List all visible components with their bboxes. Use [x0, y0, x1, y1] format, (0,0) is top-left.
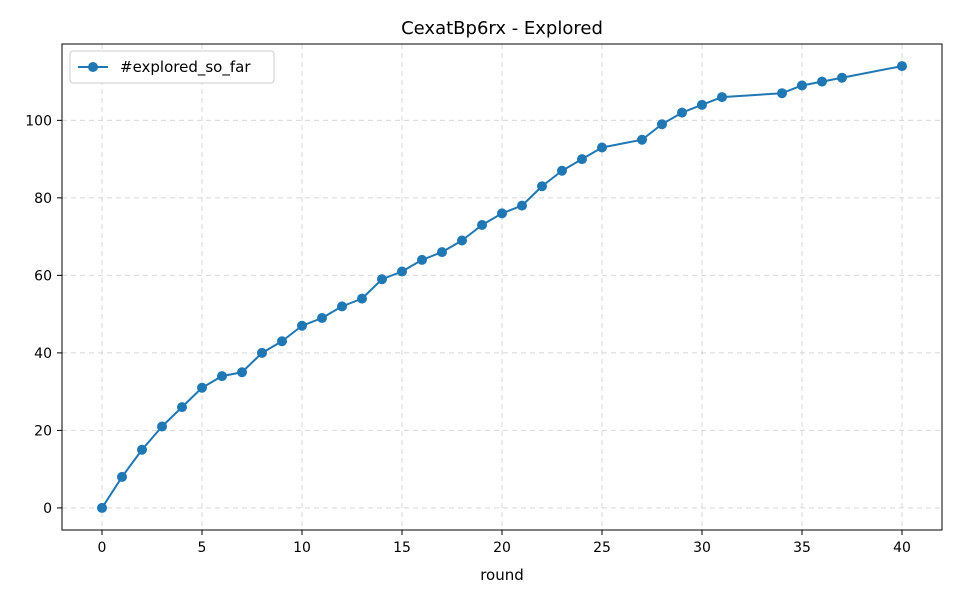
x-tick-label: 25: [593, 540, 611, 556]
data-point: [317, 313, 327, 324]
y-tick-label: 40: [34, 346, 52, 362]
data-point: [377, 274, 387, 285]
data-point: [97, 502, 107, 513]
gridlines: [62, 44, 942, 530]
y-tick-label: 20: [34, 423, 52, 439]
series-layer: [97, 61, 907, 513]
legend-entry-label: #explored_so_far: [120, 58, 251, 77]
x-tick-label: 20: [493, 540, 511, 556]
x-tick-label: 30: [693, 540, 711, 556]
data-point: [637, 134, 647, 145]
data-point: [797, 80, 807, 91]
data-point: [517, 200, 527, 211]
data-point: [417, 254, 427, 265]
data-point: [217, 371, 227, 382]
data-point: [577, 154, 587, 165]
y-tick-label: 100: [25, 113, 52, 129]
x-tick-label: 10: [293, 540, 311, 556]
data-point: [557, 165, 567, 176]
data-point: [177, 402, 187, 413]
x-axis-label: round: [480, 566, 524, 584]
legend-box: [69, 50, 275, 84]
data-point: [897, 61, 907, 72]
y-tick-label: 80: [34, 191, 52, 207]
data-point: [397, 266, 407, 277]
data-point: [157, 421, 167, 432]
data-point: [837, 72, 847, 83]
legend-marker-swatch: [88, 62, 98, 72]
x-tick-label: 35: [793, 540, 811, 556]
data-point: [337, 301, 347, 312]
x-tick-label: 0: [98, 540, 107, 556]
data-point: [117, 471, 127, 482]
data-point: [477, 219, 487, 230]
data-point: [717, 92, 727, 103]
data-point: [657, 119, 667, 130]
x-axis-ticks: 0 5 10 15 20 25 30 35 40: [98, 530, 911, 556]
y-tick-label: 0: [43, 501, 52, 517]
data-point: [697, 99, 707, 110]
data-point: [137, 444, 147, 455]
data-point: [817, 76, 827, 87]
data-point: [257, 347, 267, 358]
data-point: [277, 336, 287, 347]
plot-frame: [61, 43, 943, 531]
x-tick-label: 5: [198, 540, 207, 556]
data-point: [437, 247, 447, 258]
data-point: [357, 293, 367, 304]
data-point: [197, 382, 207, 393]
y-tick-label: 60: [34, 268, 52, 284]
y-axis-ticks: 0 20 40 60 80 100: [25, 113, 62, 517]
legend: #explored_so_far: [69, 50, 275, 84]
data-point: [677, 107, 687, 118]
data-point: [497, 208, 507, 219]
data-point: [537, 181, 547, 192]
data-point: [237, 367, 247, 378]
data-point: [297, 320, 307, 331]
data-point: [457, 235, 467, 246]
data-point: [777, 88, 787, 99]
x-tick-label: 40: [893, 540, 911, 556]
data-point: [597, 142, 607, 153]
x-tick-label: 15: [393, 540, 411, 556]
chart-title: CexatBp6rx - Explored: [401, 18, 603, 39]
